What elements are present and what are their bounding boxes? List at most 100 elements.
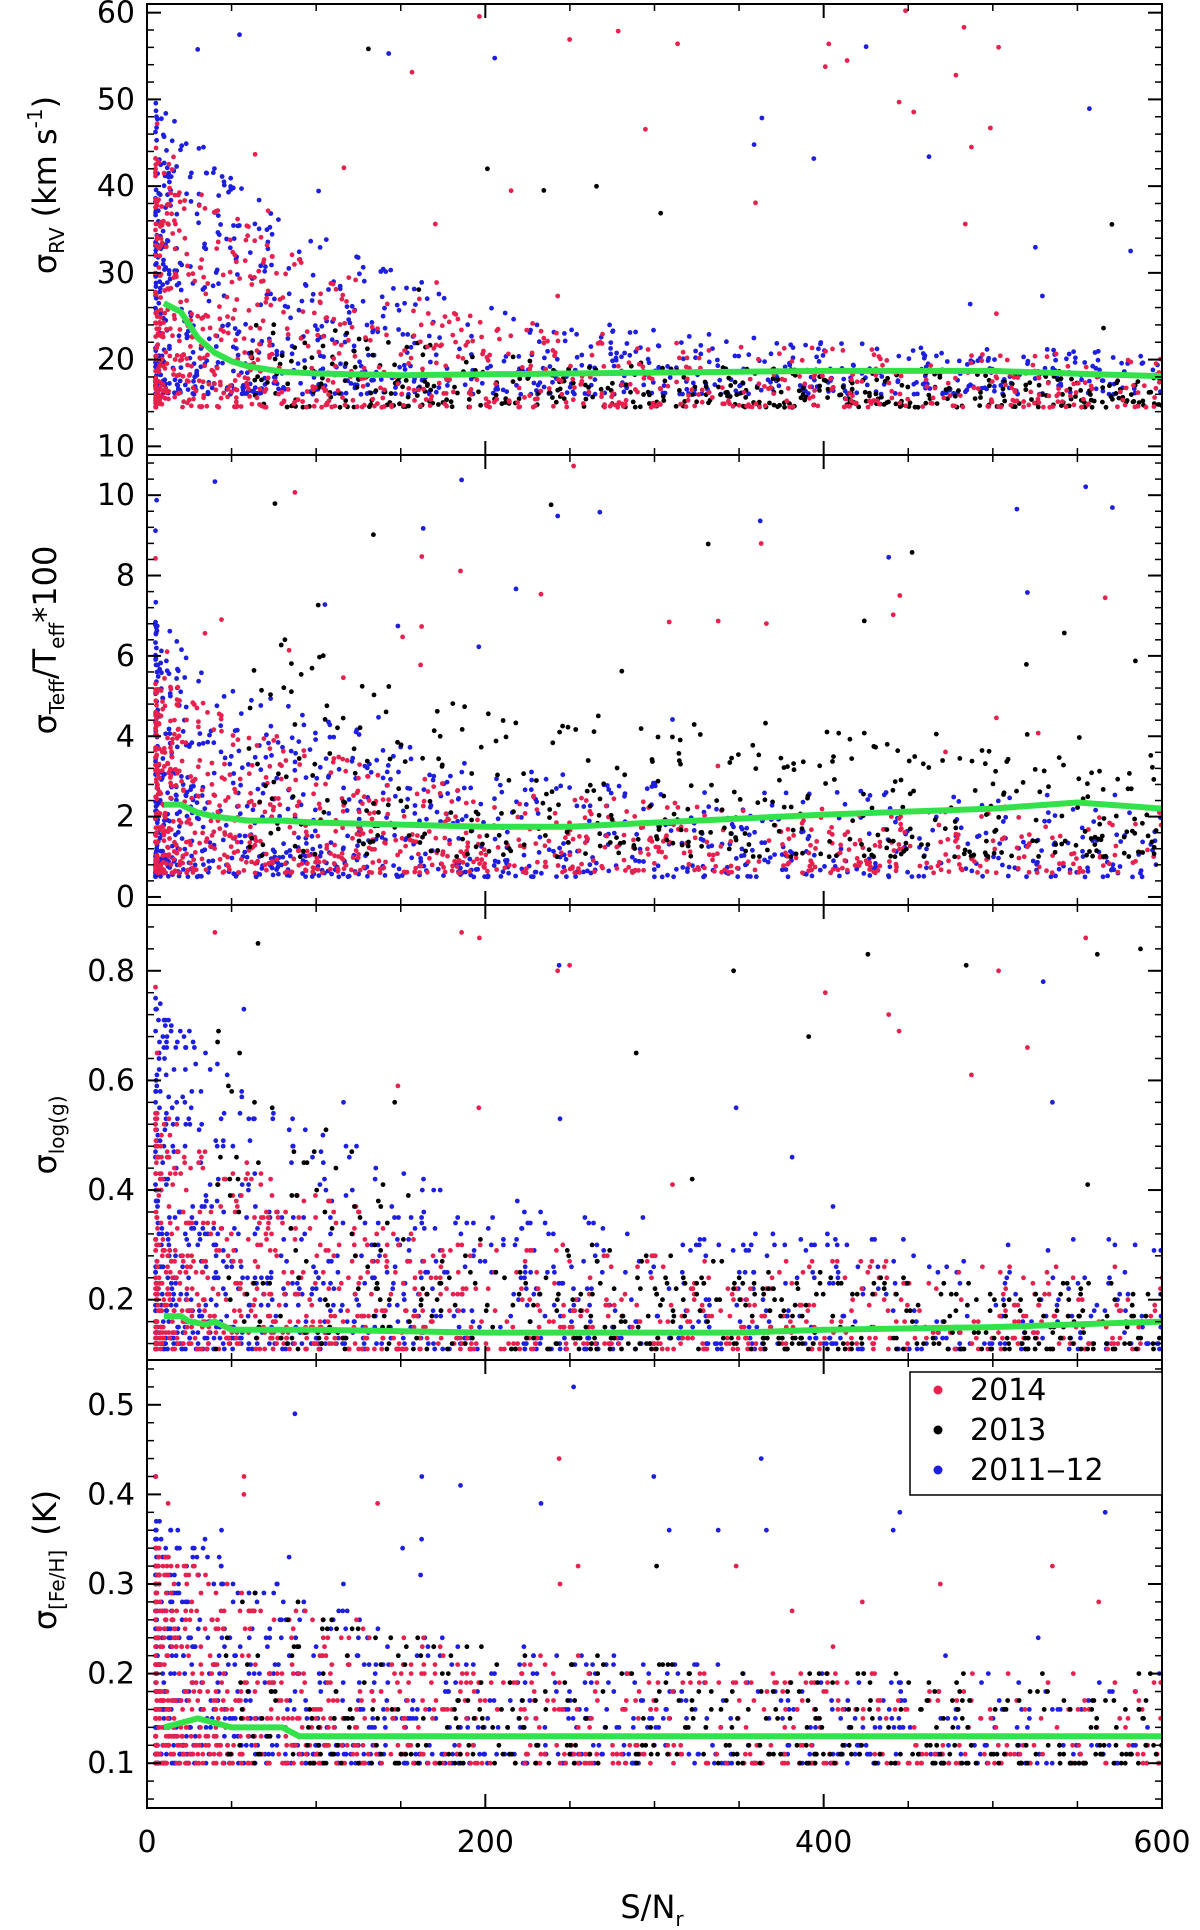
data-point bbox=[548, 502, 554, 508]
data-point bbox=[247, 840, 253, 845]
data-point bbox=[892, 854, 898, 860]
data-point bbox=[242, 849, 248, 855]
data-point bbox=[161, 870, 166, 875]
data-point bbox=[1103, 853, 1108, 859]
data-point bbox=[1053, 351, 1059, 357]
data-point bbox=[983, 373, 988, 378]
data-point bbox=[816, 346, 821, 352]
data-point bbox=[823, 349, 828, 354]
data-point bbox=[546, 847, 552, 853]
data-point bbox=[449, 799, 455, 804]
data-point bbox=[167, 731, 173, 736]
data-point bbox=[677, 355, 682, 361]
data-point bbox=[547, 364, 553, 369]
data-point bbox=[668, 828, 674, 833]
data-point bbox=[432, 1226, 438, 1231]
data-point bbox=[267, 763, 273, 769]
data-point bbox=[670, 717, 675, 722]
data-point bbox=[921, 873, 927, 879]
data-point bbox=[166, 825, 172, 831]
data-point bbox=[523, 870, 529, 876]
data-point bbox=[664, 805, 670, 810]
data-point bbox=[570, 836, 576, 842]
data-point bbox=[289, 735, 295, 741]
data-point bbox=[793, 855, 799, 861]
data-point bbox=[1028, 389, 1034, 395]
data-point bbox=[210, 170, 216, 176]
data-point bbox=[194, 368, 200, 374]
data-point bbox=[688, 783, 694, 789]
data-point bbox=[279, 862, 284, 868]
data-point bbox=[264, 867, 269, 873]
data-point bbox=[238, 404, 244, 409]
data-point bbox=[513, 586, 519, 592]
data-point bbox=[178, 147, 183, 153]
data-point bbox=[1086, 401, 1091, 407]
data-point bbox=[752, 829, 757, 835]
data-point bbox=[368, 390, 374, 396]
data-point bbox=[396, 769, 401, 775]
data-point bbox=[420, 352, 426, 358]
data-point bbox=[156, 300, 162, 306]
data-point bbox=[430, 1286, 435, 1292]
data-point bbox=[172, 246, 178, 252]
data-point bbox=[641, 392, 646, 397]
data-point bbox=[493, 392, 499, 398]
data-point bbox=[740, 380, 746, 386]
data-point bbox=[912, 754, 918, 759]
data-point bbox=[237, 32, 242, 38]
data-point bbox=[777, 351, 782, 357]
data-point bbox=[380, 775, 386, 781]
data-point bbox=[594, 1242, 600, 1248]
data-point bbox=[621, 857, 627, 863]
data-point bbox=[1026, 402, 1032, 408]
data-point bbox=[213, 1302, 219, 1308]
data-point bbox=[209, 782, 215, 787]
data-point bbox=[177, 846, 183, 852]
data-point bbox=[965, 841, 971, 847]
data-point bbox=[219, 174, 225, 179]
data-point bbox=[530, 874, 536, 880]
data-point bbox=[962, 221, 968, 227]
data-point bbox=[404, 285, 409, 291]
data-point bbox=[383, 269, 389, 274]
data-point bbox=[770, 799, 775, 805]
data-point bbox=[228, 844, 234, 850]
data-point bbox=[176, 333, 182, 339]
data-point bbox=[292, 759, 298, 765]
data-point bbox=[197, 355, 203, 361]
data-point bbox=[185, 874, 191, 880]
data-point bbox=[656, 827, 662, 832]
data-point bbox=[271, 374, 277, 380]
data-point bbox=[596, 812, 602, 818]
data-point bbox=[1051, 347, 1056, 353]
data-point bbox=[1071, 861, 1076, 867]
data-point bbox=[258, 703, 264, 708]
data-point bbox=[221, 182, 227, 188]
data-point bbox=[364, 391, 370, 396]
data-point bbox=[182, 198, 188, 203]
data-point bbox=[1088, 392, 1093, 397]
data-point bbox=[692, 384, 698, 390]
data-point bbox=[266, 861, 272, 866]
data-point bbox=[670, 840, 676, 846]
data-point bbox=[214, 365, 220, 371]
data-point bbox=[914, 380, 919, 385]
data-point bbox=[928, 400, 934, 406]
data-point bbox=[608, 340, 614, 345]
data-point bbox=[165, 761, 171, 767]
data-point bbox=[747, 1335, 753, 1341]
data-point bbox=[205, 281, 211, 286]
data-point bbox=[1032, 400, 1037, 406]
data-point bbox=[871, 398, 877, 403]
data-point bbox=[1143, 404, 1149, 410]
data-point bbox=[158, 848, 164, 854]
data-point bbox=[506, 870, 511, 876]
data-point bbox=[691, 828, 697, 833]
data-point bbox=[1135, 390, 1141, 395]
data-point bbox=[645, 846, 650, 852]
data-point bbox=[1100, 874, 1106, 880]
data-point bbox=[265, 246, 271, 252]
data-point bbox=[750, 742, 756, 748]
data-point bbox=[167, 276, 173, 282]
